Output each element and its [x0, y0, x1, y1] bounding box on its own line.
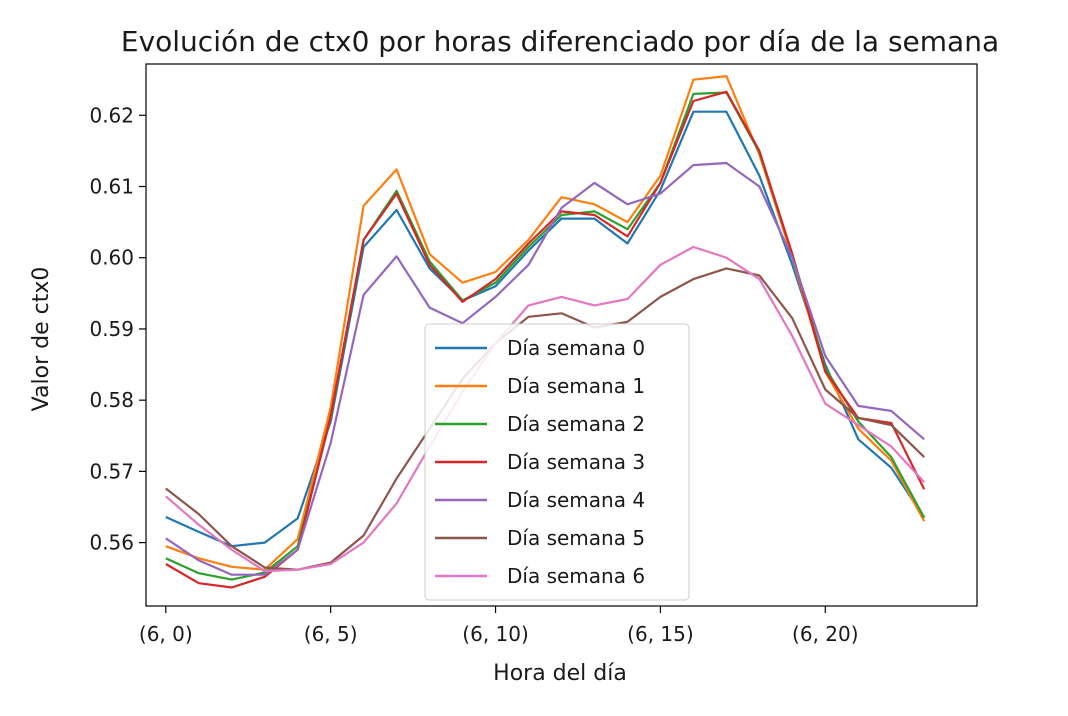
- legend-label: Día semana 6: [507, 564, 645, 588]
- plot-area-frame: [145, 63, 978, 607]
- legend-label: Día semana 2: [507, 412, 645, 436]
- y-tick-label: 0.56: [89, 531, 134, 555]
- x-tick-label: (6, 15): [627, 622, 694, 646]
- legend-box: [424, 323, 690, 601]
- chart-title: Evolución de ctx0 por horas diferenciado…: [121, 25, 999, 58]
- series-line-6: [165, 245, 926, 573]
- y-tick-label: 0.60: [89, 246, 134, 270]
- x-axis-label: Hora del día: [493, 661, 627, 686]
- y-tick-label: 0.59: [89, 317, 134, 341]
- legend-label: Día semana 5: [507, 526, 645, 550]
- legend-label: Día semana 4: [507, 488, 645, 512]
- y-tick-label: 0.58: [89, 388, 134, 412]
- legend-label: Día semana 1: [507, 374, 645, 398]
- y-axis-label: Valor de ctx0: [29, 267, 54, 412]
- legend-label: Día semana 0: [507, 336, 645, 360]
- y-tick-label: 0.57: [89, 459, 134, 483]
- x-tick-label: (6, 0): [139, 622, 193, 646]
- x-tick-label: (6, 5): [304, 622, 358, 646]
- legend-label: Día semana 3: [507, 450, 645, 474]
- series-line-4: [165, 161, 925, 576]
- x-tick-label: (6, 10): [462, 622, 529, 646]
- legend: Día semana 0 Día semana 1 Día semana 2 Día …: [424, 323, 690, 601]
- y-tick-label: 0.61: [89, 175, 134, 199]
- x-tick-label: (6, 20): [792, 622, 859, 646]
- y-tick-label: 0.62: [89, 103, 134, 127]
